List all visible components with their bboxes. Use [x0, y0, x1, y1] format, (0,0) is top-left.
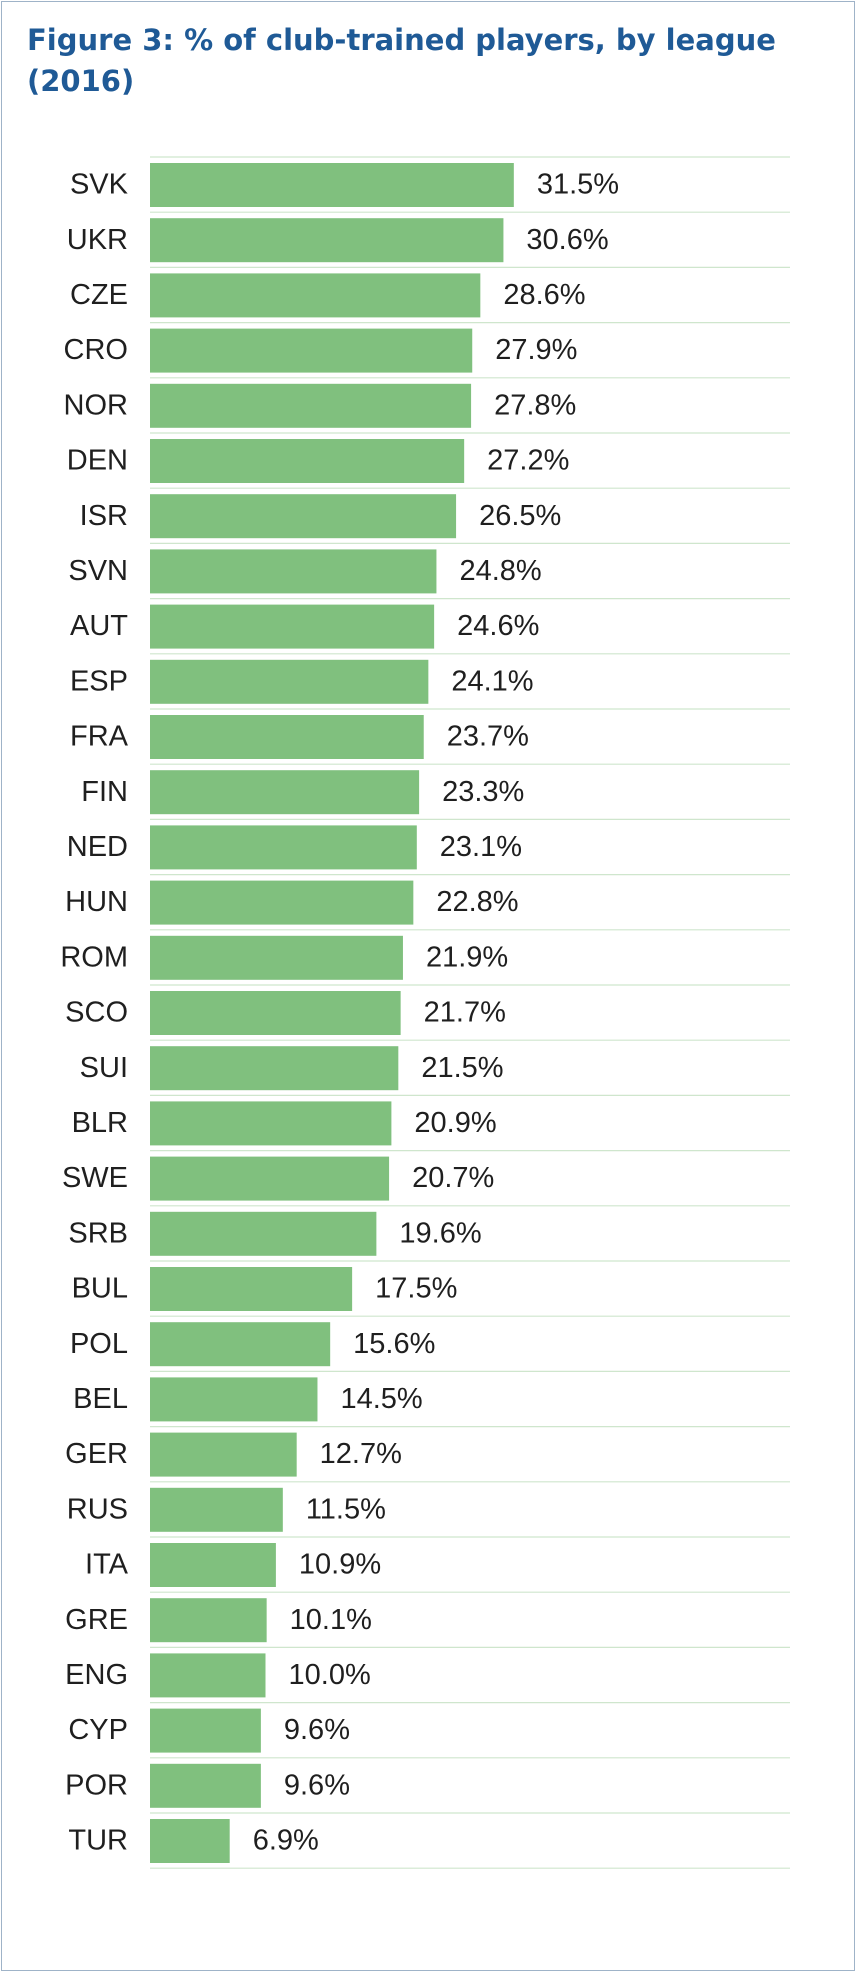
bar-esp	[150, 659, 429, 704]
value-label: 23.3%	[442, 776, 524, 808]
category-label: TUR	[68, 1825, 128, 1857]
value-label: 27.9%	[495, 334, 577, 366]
bar-fin	[150, 770, 420, 815]
category-label: SCO	[65, 997, 128, 1029]
category-label: ESP	[70, 665, 128, 697]
value-label: 21.9%	[426, 941, 508, 973]
bar-eng	[150, 1653, 266, 1698]
category-label: BUL	[72, 1273, 128, 1305]
bar-ukr	[150, 218, 504, 263]
bar-cro	[150, 328, 473, 373]
category-label: UKR	[67, 224, 128, 256]
category-label: CYP	[68, 1714, 128, 1746]
value-label: 14.5%	[340, 1383, 422, 1415]
category-label: SUI	[80, 1052, 128, 1084]
category-label: CZE	[70, 279, 128, 311]
category-label: ITA	[85, 1549, 129, 1581]
category-label: SWE	[62, 1162, 128, 1194]
bar-nor	[150, 383, 472, 428]
category-label: BLR	[72, 1107, 128, 1139]
value-label: 11.5%	[306, 1493, 386, 1525]
value-label: 28.6%	[503, 279, 585, 311]
category-label: SRB	[68, 1217, 128, 1249]
value-label: 21.5%	[421, 1052, 503, 1084]
category-label: SVK	[70, 169, 129, 201]
category-label: ENG	[65, 1659, 128, 1691]
value-label: 23.1%	[440, 831, 522, 863]
bar-svn	[150, 549, 437, 594]
bar-svk	[150, 163, 514, 207]
value-label: 22.8%	[436, 886, 518, 918]
value-label: 27.8%	[494, 389, 576, 421]
bar-srb	[150, 1211, 377, 1256]
category-label: NED	[67, 831, 128, 863]
bar-ita	[150, 1543, 276, 1587]
bar-rus	[150, 1487, 283, 1532]
category-label: GRE	[65, 1604, 128, 1636]
category-label: DEN	[67, 445, 128, 477]
category-label: RUS	[67, 1493, 128, 1525]
category-label: FIN	[81, 776, 128, 808]
bar-bel	[150, 1377, 318, 1422]
bar-pol	[150, 1322, 331, 1367]
bar-cyp	[150, 1708, 261, 1753]
value-label: 12.7%	[320, 1438, 402, 1470]
bar-cze	[150, 273, 481, 318]
category-label: ISR	[80, 500, 128, 532]
value-label: 10.9%	[299, 1549, 381, 1581]
value-label: 26.5%	[479, 500, 561, 532]
value-label: 24.6%	[457, 610, 539, 642]
value-label: 23.7%	[447, 721, 529, 753]
value-label: 15.6%	[353, 1328, 435, 1360]
value-label: 31.5%	[537, 169, 619, 201]
category-label: POR	[65, 1769, 128, 1801]
category-label: CRO	[64, 334, 128, 366]
category-label: HUN	[65, 886, 128, 918]
category-label: GER	[65, 1438, 128, 1470]
bar-sco	[150, 991, 401, 1035]
bar-tur	[150, 1819, 230, 1863]
value-label: 20.7%	[412, 1162, 494, 1194]
bar-aut	[150, 604, 435, 649]
value-label: 24.8%	[459, 555, 541, 587]
value-label: 10.1%	[290, 1604, 372, 1636]
value-label: 6.9%	[253, 1825, 319, 1857]
category-label: AUT	[70, 610, 128, 642]
bar-blr	[150, 1101, 392, 1146]
category-label: SVN	[68, 555, 128, 587]
value-label: 19.6%	[399, 1217, 481, 1249]
chart-title: Figure 3: % of club-trained players, by …	[27, 23, 776, 98]
bar-rom	[150, 935, 403, 980]
bar-fra	[150, 715, 424, 759]
category-label: ROM	[60, 941, 128, 973]
value-label: 24.1%	[451, 665, 533, 697]
bar-ned	[150, 825, 417, 870]
bar-sui	[150, 1046, 399, 1091]
value-label: 30.6%	[526, 224, 608, 256]
value-label: 9.6%	[284, 1769, 350, 1801]
value-label: 21.7%	[424, 997, 506, 1029]
category-label: NOR	[64, 389, 128, 421]
bar-swe	[150, 1156, 390, 1201]
bar-isr	[150, 494, 457, 539]
bar-gre	[150, 1598, 267, 1643]
bar-ger	[150, 1432, 297, 1477]
value-label: 10.0%	[289, 1659, 371, 1691]
bar-bul	[150, 1267, 353, 1311]
value-label: 17.5%	[375, 1273, 457, 1305]
bar-por	[150, 1763, 261, 1808]
category-label: POL	[70, 1328, 128, 1360]
bar-hun	[150, 880, 414, 925]
value-label: 20.9%	[414, 1107, 496, 1139]
category-label: BEL	[73, 1383, 128, 1415]
category-label: FRA	[70, 721, 129, 753]
bar-den	[150, 439, 465, 483]
value-label: 9.6%	[284, 1714, 350, 1746]
value-label: 27.2%	[487, 445, 569, 477]
